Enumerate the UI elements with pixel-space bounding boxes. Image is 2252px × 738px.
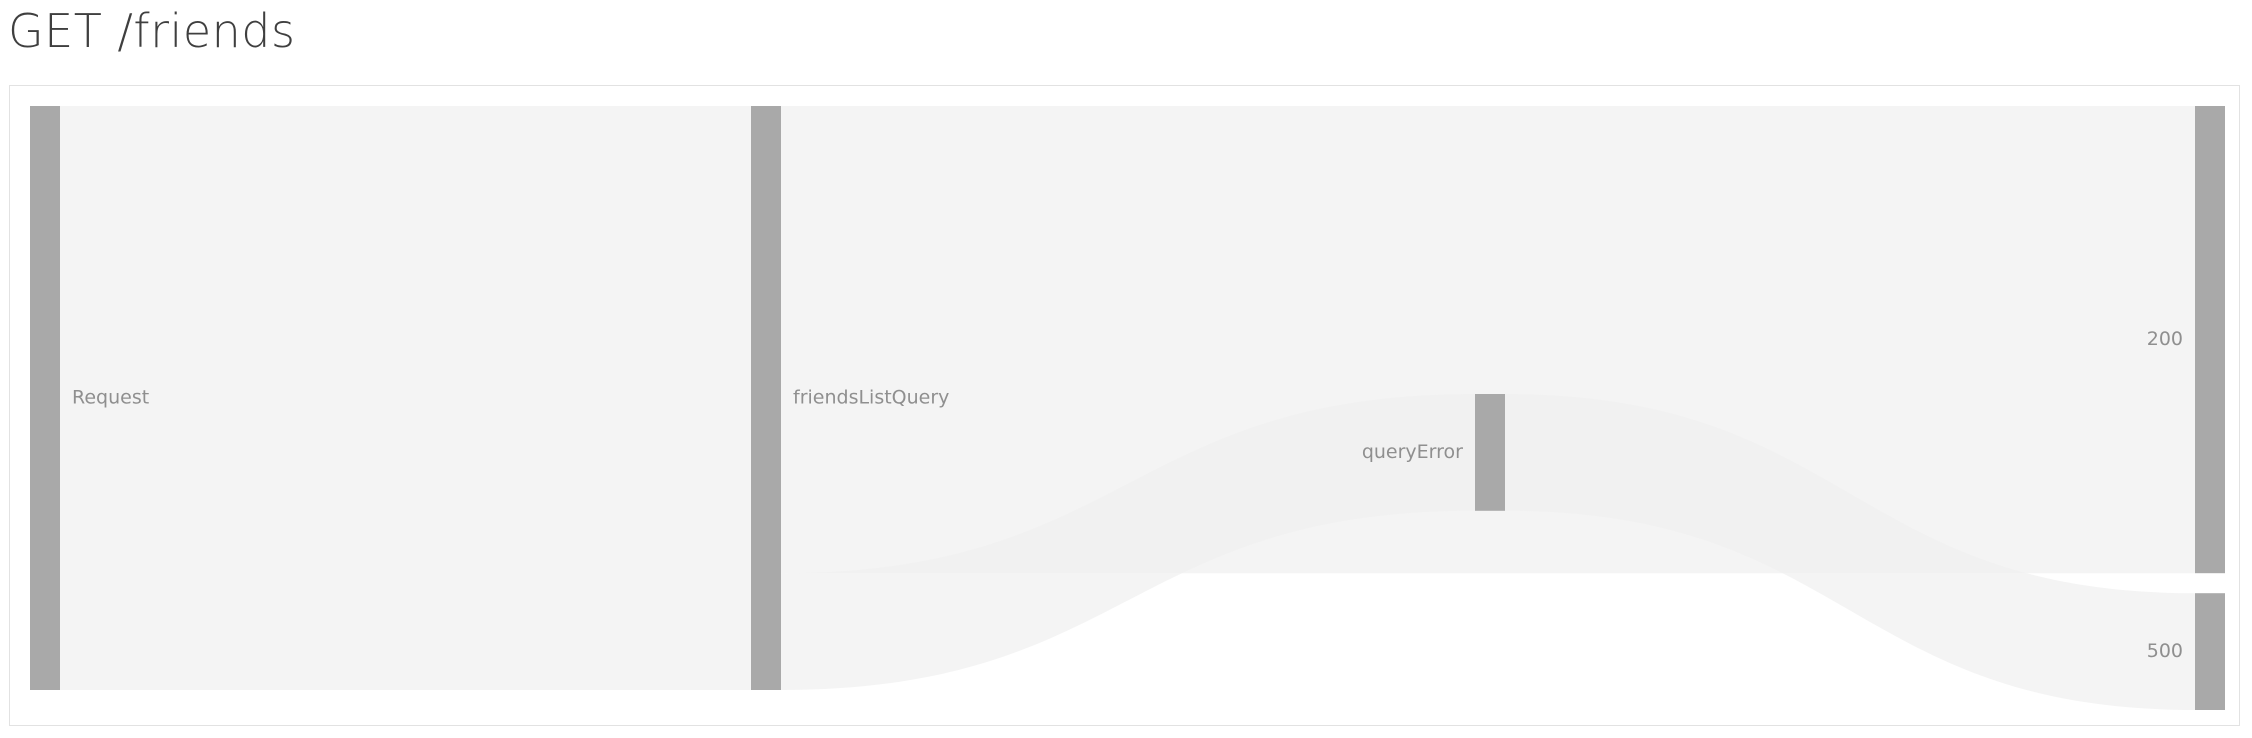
link-queryError-to-s500[interactable]	[1505, 394, 2195, 710]
link-friendsListQuery-to-queryError[interactable]	[781, 394, 1475, 690]
node-friendsListQuery[interactable]	[751, 106, 781, 690]
node-s500[interactable]	[2195, 593, 2225, 710]
link-request-to-friendsListQuery[interactable]	[60, 106, 751, 690]
node-label-s500: 500	[2147, 640, 2183, 662]
node-request[interactable]	[30, 106, 60, 690]
nodes-layer	[30, 106, 2225, 710]
node-s200[interactable]	[2195, 106, 2225, 574]
sankey-chart: Request friendsListQuery queryError 200 500	[30, 106, 2225, 710]
sankey-diagram-panel: Request friendsListQuery queryError 200 500	[9, 85, 2240, 726]
node-label-request: Request	[72, 387, 149, 409]
node-label-s200: 200	[2147, 328, 2183, 350]
node-label-queryError: queryError	[1362, 441, 1463, 463]
links-layer	[60, 106, 2195, 710]
page-title: GET /friends	[8, 4, 296, 58]
node-queryError[interactable]	[1475, 394, 1505, 511]
link-friendsListQuery-to-s200[interactable]	[781, 106, 2195, 574]
node-label-friendsListQuery: friendsListQuery	[793, 387, 949, 409]
labels-layer: Request friendsListQuery queryError 200 500	[72, 328, 2183, 662]
